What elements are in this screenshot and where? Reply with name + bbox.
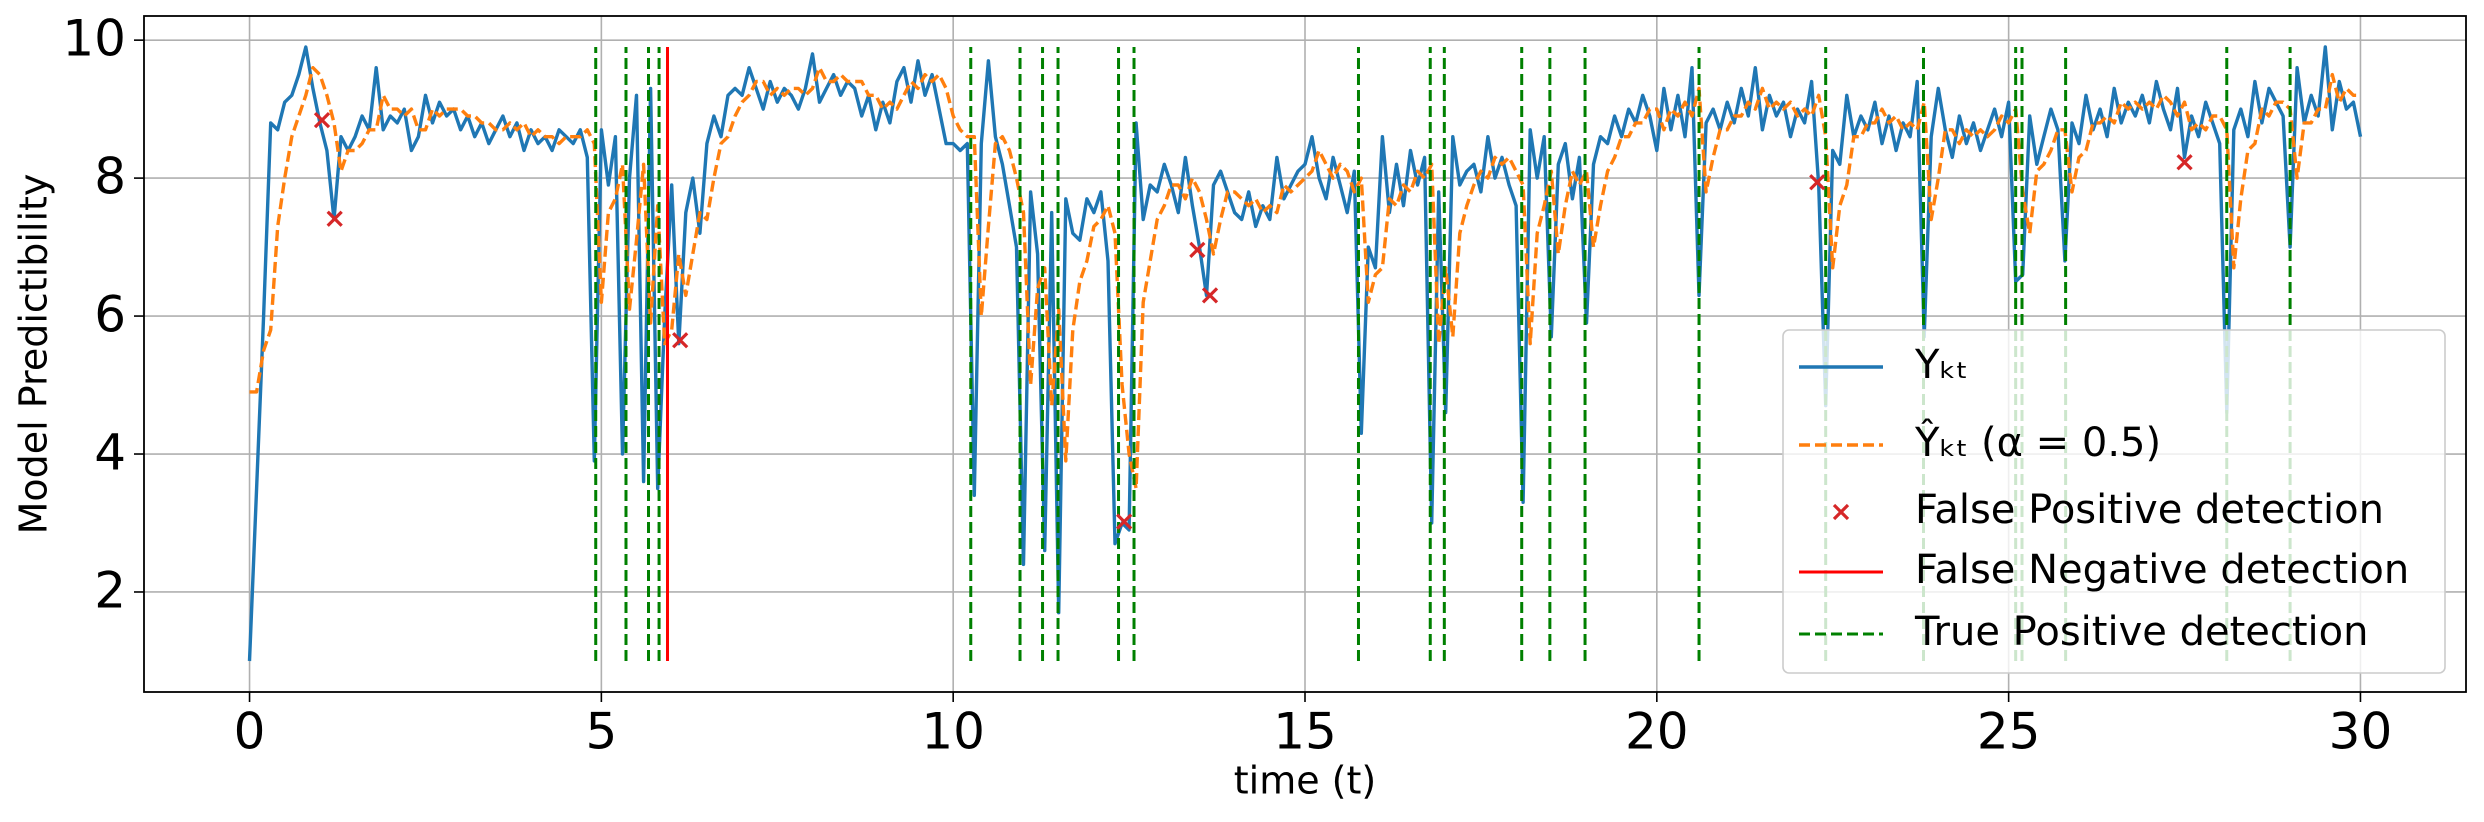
y-axis-label: Model Predictibility: [12, 174, 56, 535]
series-line: [249, 66, 2361, 491]
legend-label: True Positive detection: [1914, 609, 2369, 655]
false-positive-marker: [672, 332, 689, 349]
y-tick-label: 6: [94, 286, 126, 344]
y-tick-label: 4: [94, 424, 126, 482]
x-tick-label: 30: [2329, 703, 2393, 761]
false-positive-marker: [1201, 287, 1219, 304]
y-tick-label: 2: [94, 561, 126, 619]
legend-label: Yₖₜ: [1914, 342, 1968, 388]
series-line: [247, 45, 2363, 662]
y-tick-label: 10: [62, 10, 126, 68]
legend: Yₖₜ Ŷₖₜ (α = 0.5) False Positive detection…: [1782, 329, 2446, 674]
false-positive-marker: [313, 112, 331, 129]
false-positive-marker: [2176, 154, 2193, 171]
legend-box: [1782, 329, 2446, 674]
x-tick-label: 5: [585, 703, 617, 761]
false-positive-marker: [1809, 174, 1826, 191]
x-tick-label: 15: [1273, 703, 1337, 761]
legend-label: False Positive detection: [1915, 487, 2384, 533]
false-positive-marker: [1189, 241, 1206, 258]
x-tick-label: 20: [1625, 703, 1689, 761]
x-tick-label: 0: [234, 703, 266, 761]
legend-label: Ŷₖₜ (α = 0.5): [1914, 417, 2161, 466]
x-tick-label: 25: [1977, 703, 2041, 761]
x-tick-label: 10: [921, 703, 985, 761]
false-positive-marker: [1116, 513, 1133, 530]
y-tick-label: 8: [94, 148, 126, 206]
false-positive-marker: [326, 210, 343, 227]
legend-label: False Negative detection: [1915, 547, 2409, 593]
legend-handle: [1832, 503, 1850, 521]
plot-frame: [143, 15, 2467, 693]
x-axis-label: time (t): [1234, 759, 1376, 803]
